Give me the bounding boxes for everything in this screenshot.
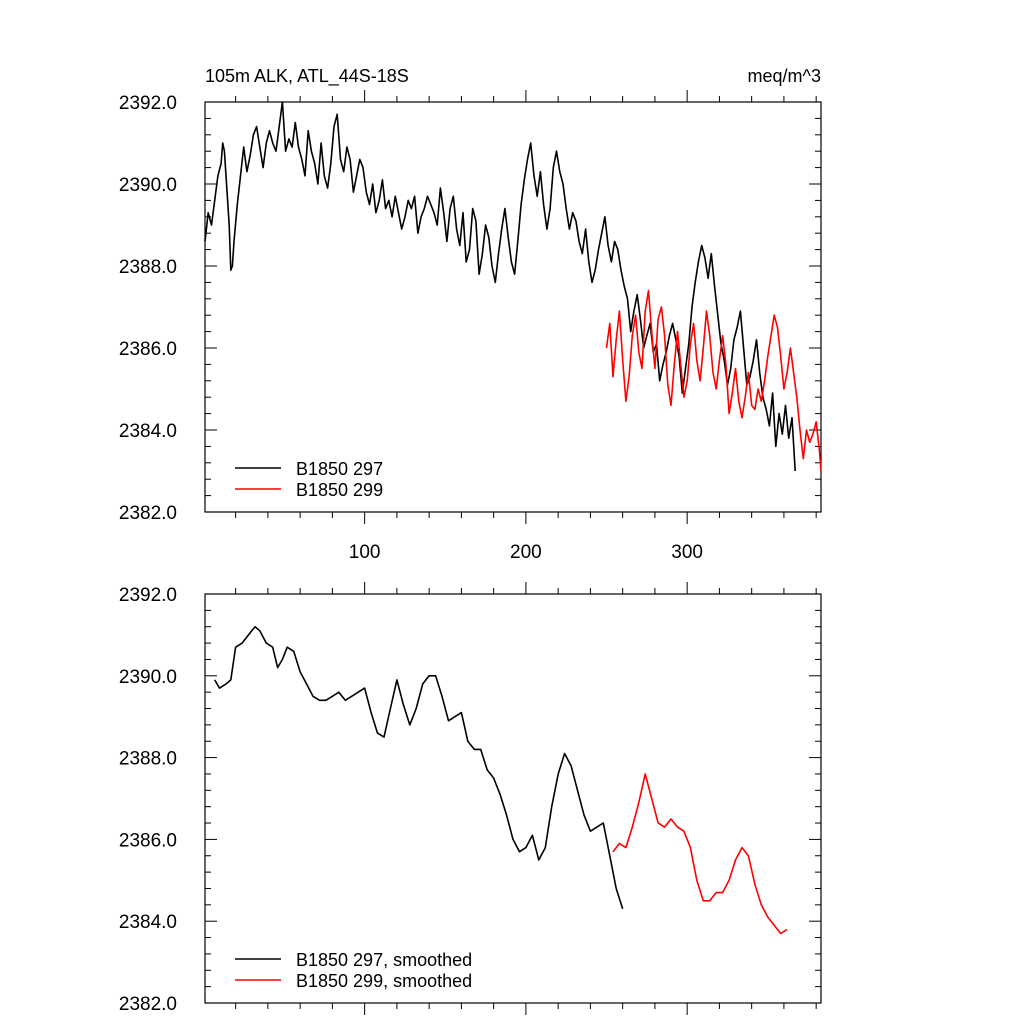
- y-tick-label: 2382.0: [119, 994, 177, 1015]
- y-tick-label: 2392.0: [119, 585, 177, 606]
- legend-label: B1850 297, smoothed: [296, 950, 472, 970]
- series-line-1: [612, 773, 788, 935]
- series-line-1: [605, 289, 822, 472]
- y-tick-label: 2386.0: [119, 830, 177, 851]
- y-tick-label: 2388.0: [119, 749, 177, 770]
- x-tick-label: 300: [671, 542, 703, 563]
- panel-title-left: 105m ALK, ATL_44S-18S: [205, 66, 409, 87]
- y-tick-label: 2386.0: [119, 339, 177, 360]
- y-tick-label: 2390.0: [119, 175, 177, 196]
- plot-frame: [204, 593, 822, 1004]
- y-tick-label: 2390.0: [119, 667, 177, 688]
- y-tick-label: 2382.0: [119, 503, 177, 524]
- y-tick-label: 2392.0: [119, 93, 177, 114]
- y-tick-label: 2384.0: [119, 421, 177, 442]
- x-tick-label: 200: [510, 542, 542, 563]
- legend-label: B1850 297: [296, 459, 383, 479]
- series-line-0: [204, 101, 796, 472]
- y-tick-label: 2388.0: [119, 257, 177, 278]
- legend-label: B1850 299: [296, 480, 383, 500]
- x-tick-label: 100: [349, 542, 381, 563]
- legend-label: B1850 299, smoothed: [296, 971, 472, 991]
- y-tick-label: 2384.0: [119, 912, 177, 933]
- bottom-panel: 2382.0 2384.0 2386.0 2388.0 2390.0 2392.0 B185…: [119, 582, 822, 1015]
- panel-title-right: meq/m^3: [748, 66, 821, 86]
- plot-frame: [204, 101, 822, 513]
- series-line-0: [214, 625, 624, 910]
- top-panel: 105m ALK, ATL_44S-18S meq/m^3 2382.0 2384…: [119, 66, 822, 563]
